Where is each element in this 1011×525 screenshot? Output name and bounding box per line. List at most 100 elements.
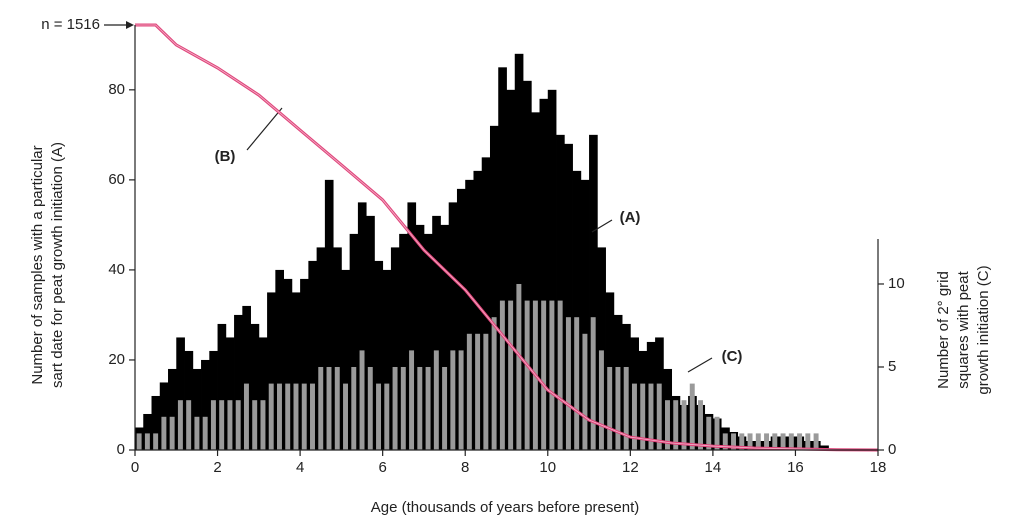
y2-axis-label: squares with peat [955, 270, 972, 388]
bar-c [557, 300, 563, 450]
bar-c [475, 333, 481, 450]
bar [547, 89, 557, 450]
bar-c [318, 366, 324, 450]
bar-c [458, 350, 464, 450]
bar-c [698, 400, 703, 450]
bar-c [260, 400, 266, 450]
bar-c [598, 350, 604, 450]
bar [473, 170, 483, 450]
bar-c [367, 366, 373, 450]
bar-c [235, 400, 241, 450]
bar-c [722, 433, 728, 450]
bar-c [615, 366, 621, 450]
bar-c [623, 366, 629, 450]
bar-c [334, 366, 340, 450]
series-label: (A) [620, 209, 641, 226]
series-label: (B) [215, 148, 236, 165]
bar-c [210, 400, 216, 450]
bar-c [797, 433, 803, 450]
bar-c [219, 400, 225, 450]
bar-c [755, 433, 761, 450]
bar-c [731, 433, 737, 450]
bar-c [268, 383, 274, 450]
bar-c [788, 433, 794, 450]
bar [357, 202, 367, 450]
bar-c [648, 383, 654, 450]
bar-c [343, 383, 348, 450]
y-tick-label: 20 [108, 351, 125, 368]
bar-c [565, 317, 571, 450]
bar [580, 179, 590, 451]
bar-c [310, 383, 315, 450]
bar [341, 269, 351, 450]
bar-c [351, 366, 357, 450]
bar-c [590, 317, 596, 450]
x-axis-label: Age (thousands of years before present) [371, 499, 640, 516]
y2-tick-label: 5 [888, 358, 896, 375]
bar [539, 98, 549, 450]
bars [135, 53, 829, 451]
bar [333, 247, 342, 450]
bar-c [153, 433, 159, 450]
bar-c [499, 300, 505, 450]
x-tick-label: 8 [461, 459, 469, 476]
bar [242, 305, 251, 450]
bar-c [516, 283, 522, 450]
bar [143, 413, 152, 450]
bar-c [194, 416, 200, 450]
bar-c [640, 383, 646, 450]
y2-axis-label: Number of 2° grid [935, 271, 952, 389]
y2-tick-label: 10 [888, 275, 905, 292]
bar [192, 368, 202, 450]
bar [308, 260, 318, 450]
bar [556, 134, 565, 451]
bar-c [813, 433, 819, 450]
bar-c [326, 366, 332, 450]
y-tick-label: 0 [117, 441, 125, 458]
bar-c [202, 416, 208, 450]
bar [374, 260, 384, 450]
bar-c [425, 366, 431, 450]
bar-c [772, 433, 778, 450]
bar-c [276, 383, 282, 450]
bar [489, 125, 499, 450]
bar-c [400, 366, 406, 450]
bar [176, 337, 185, 450]
x-tick-label: 6 [378, 459, 386, 476]
annotation: n = 1516 [41, 16, 100, 33]
bar [258, 337, 268, 450]
bar-c [541, 300, 547, 450]
bar [201, 359, 210, 450]
line-b-core [135, 24, 879, 451]
bar [448, 202, 458, 450]
bar [456, 188, 466, 450]
y-axis-label: sart date for peat growth initiation (A) [49, 142, 66, 388]
bar-c [524, 300, 530, 450]
bar [316, 247, 326, 450]
leader-line [591, 219, 613, 233]
bar [564, 143, 573, 450]
bar-c [433, 350, 439, 450]
bar-c [466, 333, 472, 450]
bar-c [508, 300, 514, 450]
bar-c [574, 317, 580, 450]
bar-c [417, 366, 423, 450]
bar [481, 157, 491, 450]
y-tick-label: 80 [108, 81, 125, 98]
bar [324, 179, 334, 451]
bar-c [136, 433, 142, 450]
x-tick-label: 14 [705, 459, 722, 476]
bar-c [780, 433, 786, 450]
bar [423, 233, 433, 450]
bar-c [359, 350, 365, 450]
bar-c [384, 383, 390, 450]
bar-c [483, 333, 489, 450]
bar [432, 215, 441, 450]
bar-c [491, 317, 497, 450]
bar-c [706, 416, 712, 450]
y-tick-label: 40 [108, 261, 125, 278]
bar-c [169, 416, 175, 450]
bar [390, 247, 400, 450]
bar [498, 67, 507, 450]
bar [234, 314, 243, 450]
